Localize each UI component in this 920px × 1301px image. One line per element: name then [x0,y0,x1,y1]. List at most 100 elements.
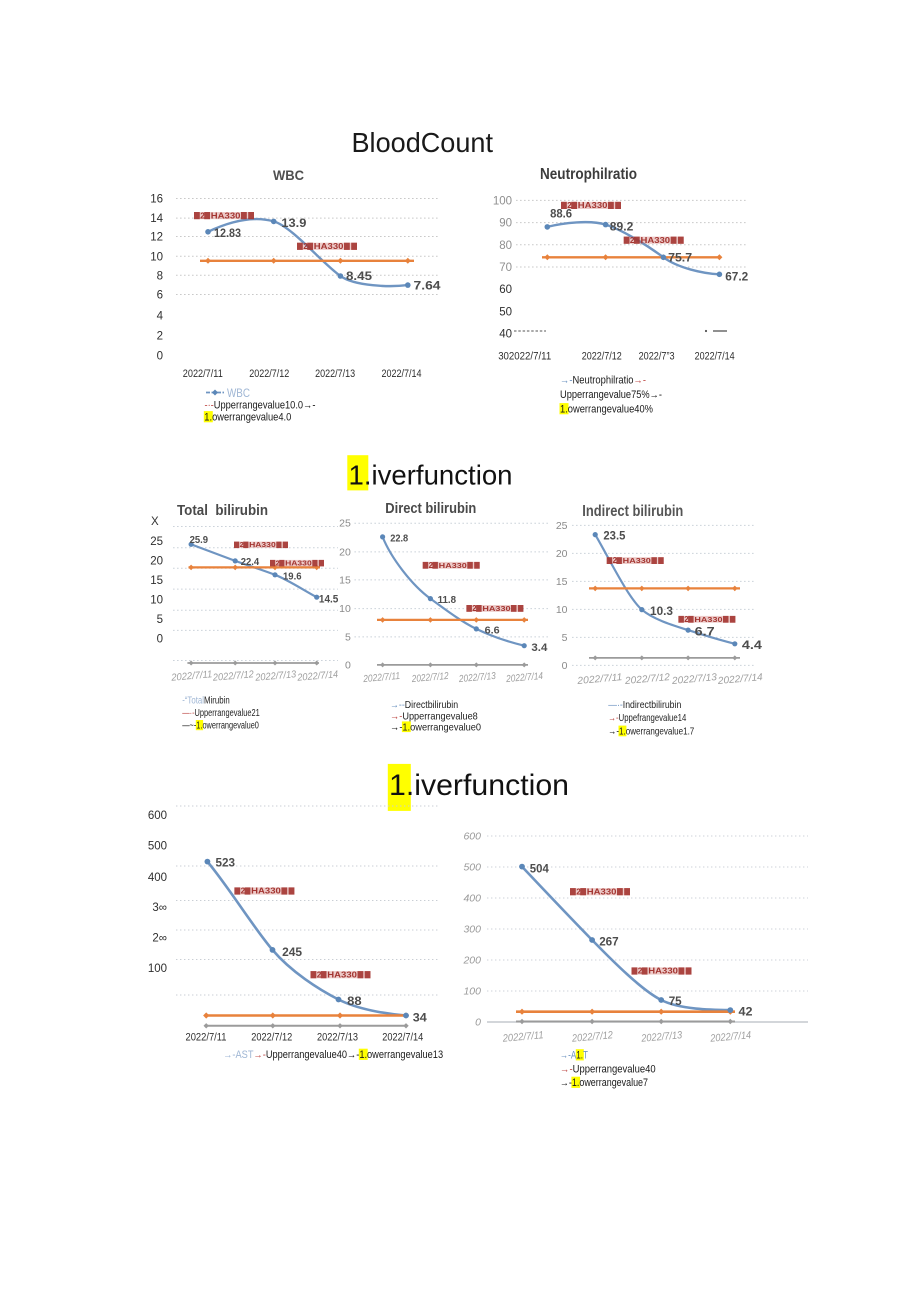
svg-text:Neutrophilratio: Neutrophilratio [573,375,634,387]
svg-text:Upperrangevalue8: Upperrangevalue8 [402,710,478,722]
svg-text:88: 88 [347,994,362,1008]
svg-text:→-: →- [254,1049,267,1061]
svg-text:→-: →- [303,400,316,412]
svg-text:25: 25 [556,520,568,532]
svg-text:2: 2 [240,540,244,549]
svg-text:2022/7/13: 2022/7/13 [671,672,718,687]
svg-text:Upperrangevalue10.0: Upperrangevalue10.0 [214,400,303,412]
svg-text:90: 90 [499,218,512,230]
svg-text:2022/7/11: 2022/7/11 [362,671,401,685]
svg-text:owerrangevalue13: owerrangevalue13 [367,1049,443,1061]
svg-text:22.4: 22.4 [241,556,260,568]
svg-text:Total bilirubin: Total bilirubin [177,502,268,519]
svg-text:88.6: 88.6 [550,207,572,221]
svg-text:22.8: 22.8 [390,533,408,545]
svg-text:2022/7/11: 2022/7/11 [170,669,213,684]
svg-text:13.9: 13.9 [281,216,306,230]
svg-text:HA330: HA330 [578,201,608,210]
svg-text:500: 500 [148,840,167,852]
svg-text:HA330: HA330 [439,561,467,570]
svg-text:4.4: 4.4 [742,640,763,652]
svg-text:Uppefrangevalue14: Uppefrangevalue14 [619,712,687,724]
svg-text:300: 300 [463,924,481,936]
svg-text:75.7: 75.7 [668,251,692,265]
svg-text:100: 100 [493,195,512,207]
svg-text:2022/7/12: 2022/7/12 [571,1029,614,1045]
svg-text:owerrangevalue1.7: owerrangevalue1.7 [626,726,695,738]
svg-text:—·-: —·- [182,708,194,719]
svg-text:Upperrangevalue40: Upperrangevalue40 [266,1049,347,1061]
svg-text:5: 5 [345,631,351,643]
svg-text:Indirectbilirubin: Indirectbilirubin [623,699,682,711]
svg-text:Mirubin: Mirubin [204,696,230,707]
svg-text:20: 20 [339,546,351,558]
svg-text:25.9: 25.9 [190,534,209,546]
svg-text:WBC: WBC [227,388,250,400]
svg-text:0: 0 [157,350,163,362]
svg-text:owerrangevalue0: owerrangevalue0 [410,721,481,733]
svg-text:owerrangevalue0: owerrangevalue0 [202,721,259,732]
svg-text:2: 2 [613,556,618,565]
svg-text:11.8: 11.8 [438,594,457,606]
svg-text:→-: →- [390,721,403,733]
svg-text:16: 16 [150,194,163,206]
svg-text:2: 2 [429,561,434,570]
svg-text:25: 25 [339,518,351,530]
svg-text:2: 2 [576,887,581,896]
svg-text:10: 10 [150,595,163,607]
svg-text:2022/7/14: 2022/7/14 [716,672,763,687]
svg-text:HA330: HA330 [285,559,312,568]
svg-text:8: 8 [157,270,163,282]
svg-text:2022/7/11: 2022/7/11 [183,368,223,380]
svg-text:2: 2 [684,615,689,624]
svg-text:2022/7/11: 2022/7/11 [501,1029,544,1045]
svg-text:→-: →- [650,389,663,401]
svg-text:HA330: HA330 [587,887,617,896]
svg-text:Direct bilirubin: Direct bilirubin [385,500,476,517]
svg-text:12.83: 12.83 [214,226,241,240]
svg-text:6.7: 6.7 [695,627,715,639]
svg-text:-·-: -·- [205,400,215,412]
svg-text:2: 2 [303,242,308,251]
svg-text:1.: 1. [572,1077,579,1089]
svg-text:owerrangevalue7: owerrangevalue7 [579,1077,648,1089]
svg-text:2022/7/13: 2022/7/13 [458,671,497,685]
svg-text:-“Total: -“Total [182,696,204,707]
svg-text:2022/7/14: 2022/7/14 [709,1029,752,1045]
svg-text:→-: →- [634,375,647,387]
svg-text:89.2: 89.2 [610,220,634,234]
svg-text:BloodCount: BloodCount [352,127,494,158]
svg-text:40: 40 [499,329,512,341]
svg-text:600: 600 [148,810,167,822]
svg-text:2022/7/11: 2022/7/11 [576,672,623,687]
svg-text:0: 0 [157,634,163,646]
svg-text:5: 5 [157,614,163,626]
svg-text:2022/7/12: 2022/7/12 [249,368,289,380]
svg-text:HA330: HA330 [482,604,510,613]
svg-text:400: 400 [148,872,167,884]
svg-text:50: 50 [499,306,512,318]
svg-text:HA330: HA330 [641,236,671,245]
svg-text:Neutrophilratio: Neutrophilratio [540,166,637,183]
svg-text:15: 15 [339,574,351,586]
svg-text:1.: 1. [619,726,626,738]
svg-text:14.5: 14.5 [319,594,339,606]
svg-text:2022/7/14: 2022/7/14 [382,368,422,380]
svg-text:1.: 1. [196,721,202,732]
svg-text:10: 10 [556,604,568,616]
svg-text:→-: →- [390,710,403,722]
svg-text:1.iverfunction: 1.iverfunction [349,460,513,491]
svg-text:HA330: HA330 [314,242,344,251]
svg-text:42: 42 [739,1005,753,1019]
svg-text:3.4: 3.4 [531,642,548,654]
svg-text:6: 6 [157,290,163,302]
svg-text:HA330: HA330 [249,540,276,549]
svg-text:5: 5 [562,632,568,644]
svg-text:60: 60 [499,284,512,296]
svg-text:0: 0 [475,1017,481,1029]
svg-text:7.64: 7.64 [414,279,441,293]
svg-text:2022/7”3: 2022/7”3 [639,351,675,363]
svg-text:—~-: —~- [182,721,196,732]
svg-text:2: 2 [200,211,205,220]
svg-text:19.6: 19.6 [283,571,302,583]
